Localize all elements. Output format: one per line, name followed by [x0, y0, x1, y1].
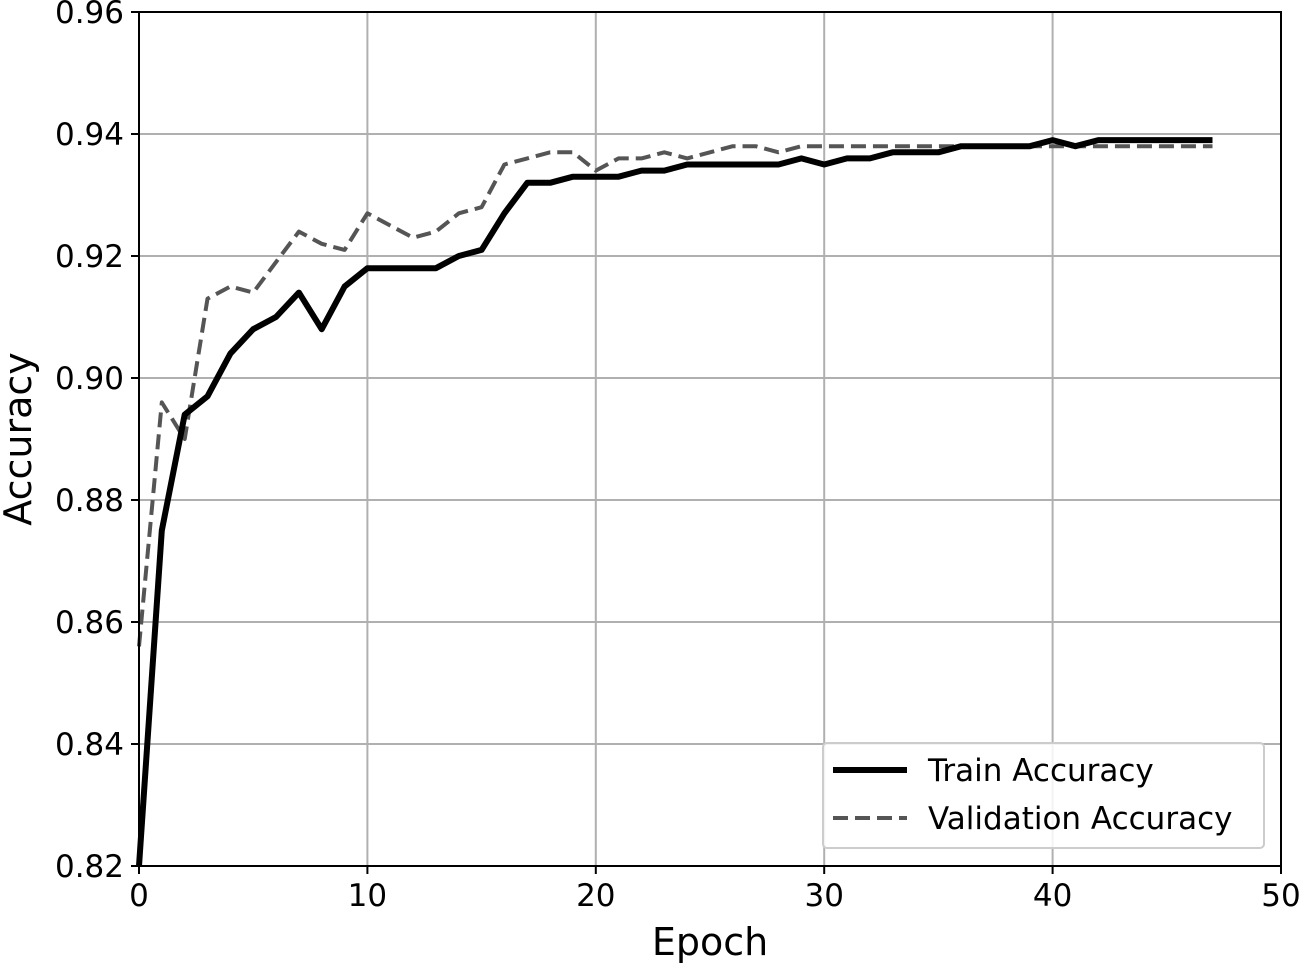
- x-tick-label: 10: [348, 878, 387, 914]
- x-tick-label: 30: [804, 878, 843, 914]
- y-tick-label: 0.94: [55, 117, 124, 153]
- plot-frame: [138, 11, 1282, 867]
- y-tick-label: 0.86: [55, 605, 124, 641]
- x-tick-label: 40: [1033, 878, 1072, 914]
- x-tick-label: 0: [129, 878, 149, 914]
- x-axis-label: Epoch: [652, 920, 768, 964]
- y-tick-label: 0.88: [55, 483, 124, 519]
- y-tick-label: 0.92: [55, 239, 124, 275]
- series-lines: [136, 137, 1213, 867]
- y-tick-label: 0.90: [55, 361, 124, 397]
- x-tick-label: 50: [1261, 878, 1300, 914]
- x-tick-label: 20: [576, 878, 615, 914]
- y-axis-label: Accuracy: [0, 352, 40, 526]
- y-tick-label: 0.82: [55, 849, 124, 885]
- legend-label-validation: Validation Accuracy: [928, 801, 1232, 837]
- legend-box: [822, 742, 1265, 849]
- legend: Train Accuracy Validation Accuracy: [822, 742, 1265, 849]
- legend-label-train: Train Accuracy: [927, 753, 1154, 789]
- train-accuracy-line: [136, 137, 1213, 867]
- y-tick-label: 0.84: [55, 727, 124, 763]
- validation-accuracy-line: [137, 144, 1213, 647]
- axis-ticks: 0 10 20 30 40 50 0.82 0.84 0.86 0.88 0.90 0.92 0.94 0…: [55, 0, 1300, 914]
- y-tick-label: 0.96: [55, 0, 124, 31]
